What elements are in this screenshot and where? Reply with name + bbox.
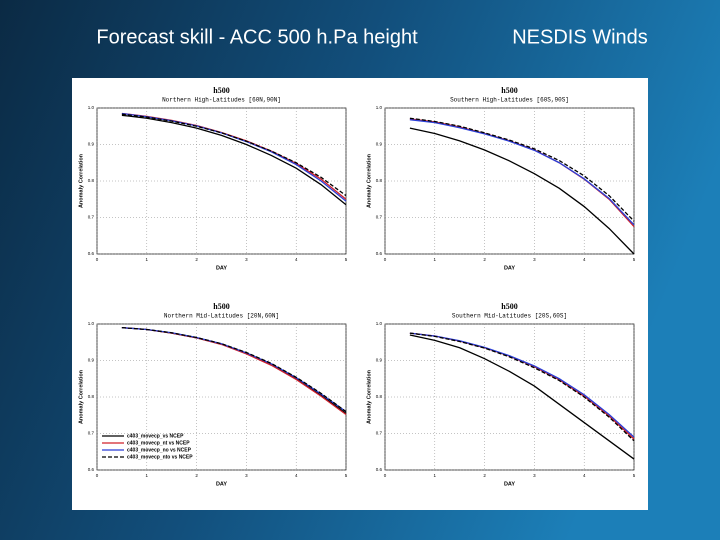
series-line (409, 332, 635, 442)
x-tick-label: 1 (146, 257, 149, 262)
y-axis-label: Anomaly Correlation (78, 369, 84, 424)
y-tick-label: 0.6 (88, 251, 95, 256)
y-tick-label: 0.9 (88, 142, 95, 147)
x-tick-label: 2 (483, 473, 486, 478)
y-tick-label: 0.7 (376, 431, 383, 436)
x-tick-label: 2 (195, 257, 198, 262)
y-tick-label: 0.7 (88, 431, 95, 436)
x-tick-label: 3 (245, 473, 248, 478)
chart-title: h500 (213, 302, 229, 311)
y-tick-label: 0.7 (88, 215, 95, 220)
x-tick-label: 0 (384, 257, 387, 262)
y-tick-label: 1.0 (376, 321, 383, 326)
figure-panel (72, 78, 648, 510)
chart-subtitle: Southern High-Latitudes [60S,90S] (450, 97, 569, 104)
x-tick-label: 4 (583, 257, 586, 262)
y-tick-label: 0.8 (376, 178, 383, 183)
series-line (409, 117, 635, 222)
x-tick-label: 4 (583, 473, 586, 478)
y-tick-label: 0.9 (376, 142, 383, 147)
x-tick-label: 0 (96, 473, 99, 478)
series-line (121, 114, 347, 206)
x-tick-label: 4 (295, 257, 298, 262)
series-line (121, 327, 347, 413)
x-tick-label: 4 (295, 473, 298, 478)
x-tick-label: 0 (384, 473, 387, 478)
series-line (121, 113, 347, 197)
x-axis-label: DAY (504, 481, 515, 487)
x-axis-label: DAY (216, 265, 227, 271)
x-tick-label: 5 (345, 257, 348, 262)
x-tick-label: 5 (633, 257, 636, 262)
x-tick-label: 1 (434, 257, 437, 262)
chart-title: h500 (501, 302, 517, 311)
legend-label: c403_movecp_vs NCEP (127, 433, 184, 439)
y-tick-label: 0.7 (376, 215, 383, 220)
y-tick-label: 1.0 (88, 321, 95, 326)
legend-label: c403_movecp_nto vs NCEP (127, 454, 193, 460)
y-tick-label: 0.9 (88, 358, 95, 363)
chart-subtitle: Northern Mid-Latitudes [20N,60N] (164, 313, 279, 320)
y-tick-label: 0.8 (376, 394, 383, 399)
slide-title-right: NESDIS Winds (512, 26, 648, 48)
chart-title: h500 (501, 86, 517, 95)
x-tick-label: 2 (195, 473, 198, 478)
x-tick-label: 5 (633, 473, 636, 478)
x-tick-label: 1 (434, 473, 437, 478)
y-tick-label: 0.9 (376, 358, 383, 363)
chart-subtitle: Northern High-Latitudes [60N,90N] (162, 97, 281, 104)
x-axis-label: DAY (504, 265, 515, 271)
slide-title: Forecast skill - ACC 500 h.Pa height (96, 26, 418, 48)
y-tick-label: 0.8 (88, 394, 95, 399)
legend-label: c403_movecp_no vs NCEP (127, 447, 192, 453)
y-tick-label: 1.0 (376, 105, 383, 110)
y-tick-label: 0.6 (376, 467, 383, 472)
x-tick-label: 1 (146, 473, 149, 478)
y-tick-label: 0.6 (376, 251, 383, 256)
x-axis-label: DAY (216, 481, 227, 487)
y-axis-label: Anomaly Correlation (78, 153, 84, 208)
series-line (409, 127, 635, 255)
y-tick-label: 0.8 (88, 178, 95, 183)
y-tick-label: 1.0 (88, 105, 95, 110)
chart-title: h500 (213, 86, 229, 95)
legend-label: c403_movecp_nt vs NCEP (127, 440, 190, 446)
x-tick-label: 3 (533, 473, 536, 478)
x-tick-label: 3 (533, 257, 536, 262)
x-tick-label: 3 (245, 257, 248, 262)
x-tick-label: 5 (345, 473, 348, 478)
y-axis-label: Anomaly Correlation (366, 153, 372, 208)
chart-subtitle: Southern Mid-Latitudes [20S,60S] (452, 313, 567, 320)
x-tick-label: 2 (483, 257, 486, 262)
x-tick-label: 0 (96, 257, 99, 262)
y-tick-label: 0.6 (88, 467, 95, 472)
series-line (409, 119, 635, 226)
y-axis-label: Anomaly Correlation (366, 369, 372, 424)
series-line (409, 334, 635, 460)
